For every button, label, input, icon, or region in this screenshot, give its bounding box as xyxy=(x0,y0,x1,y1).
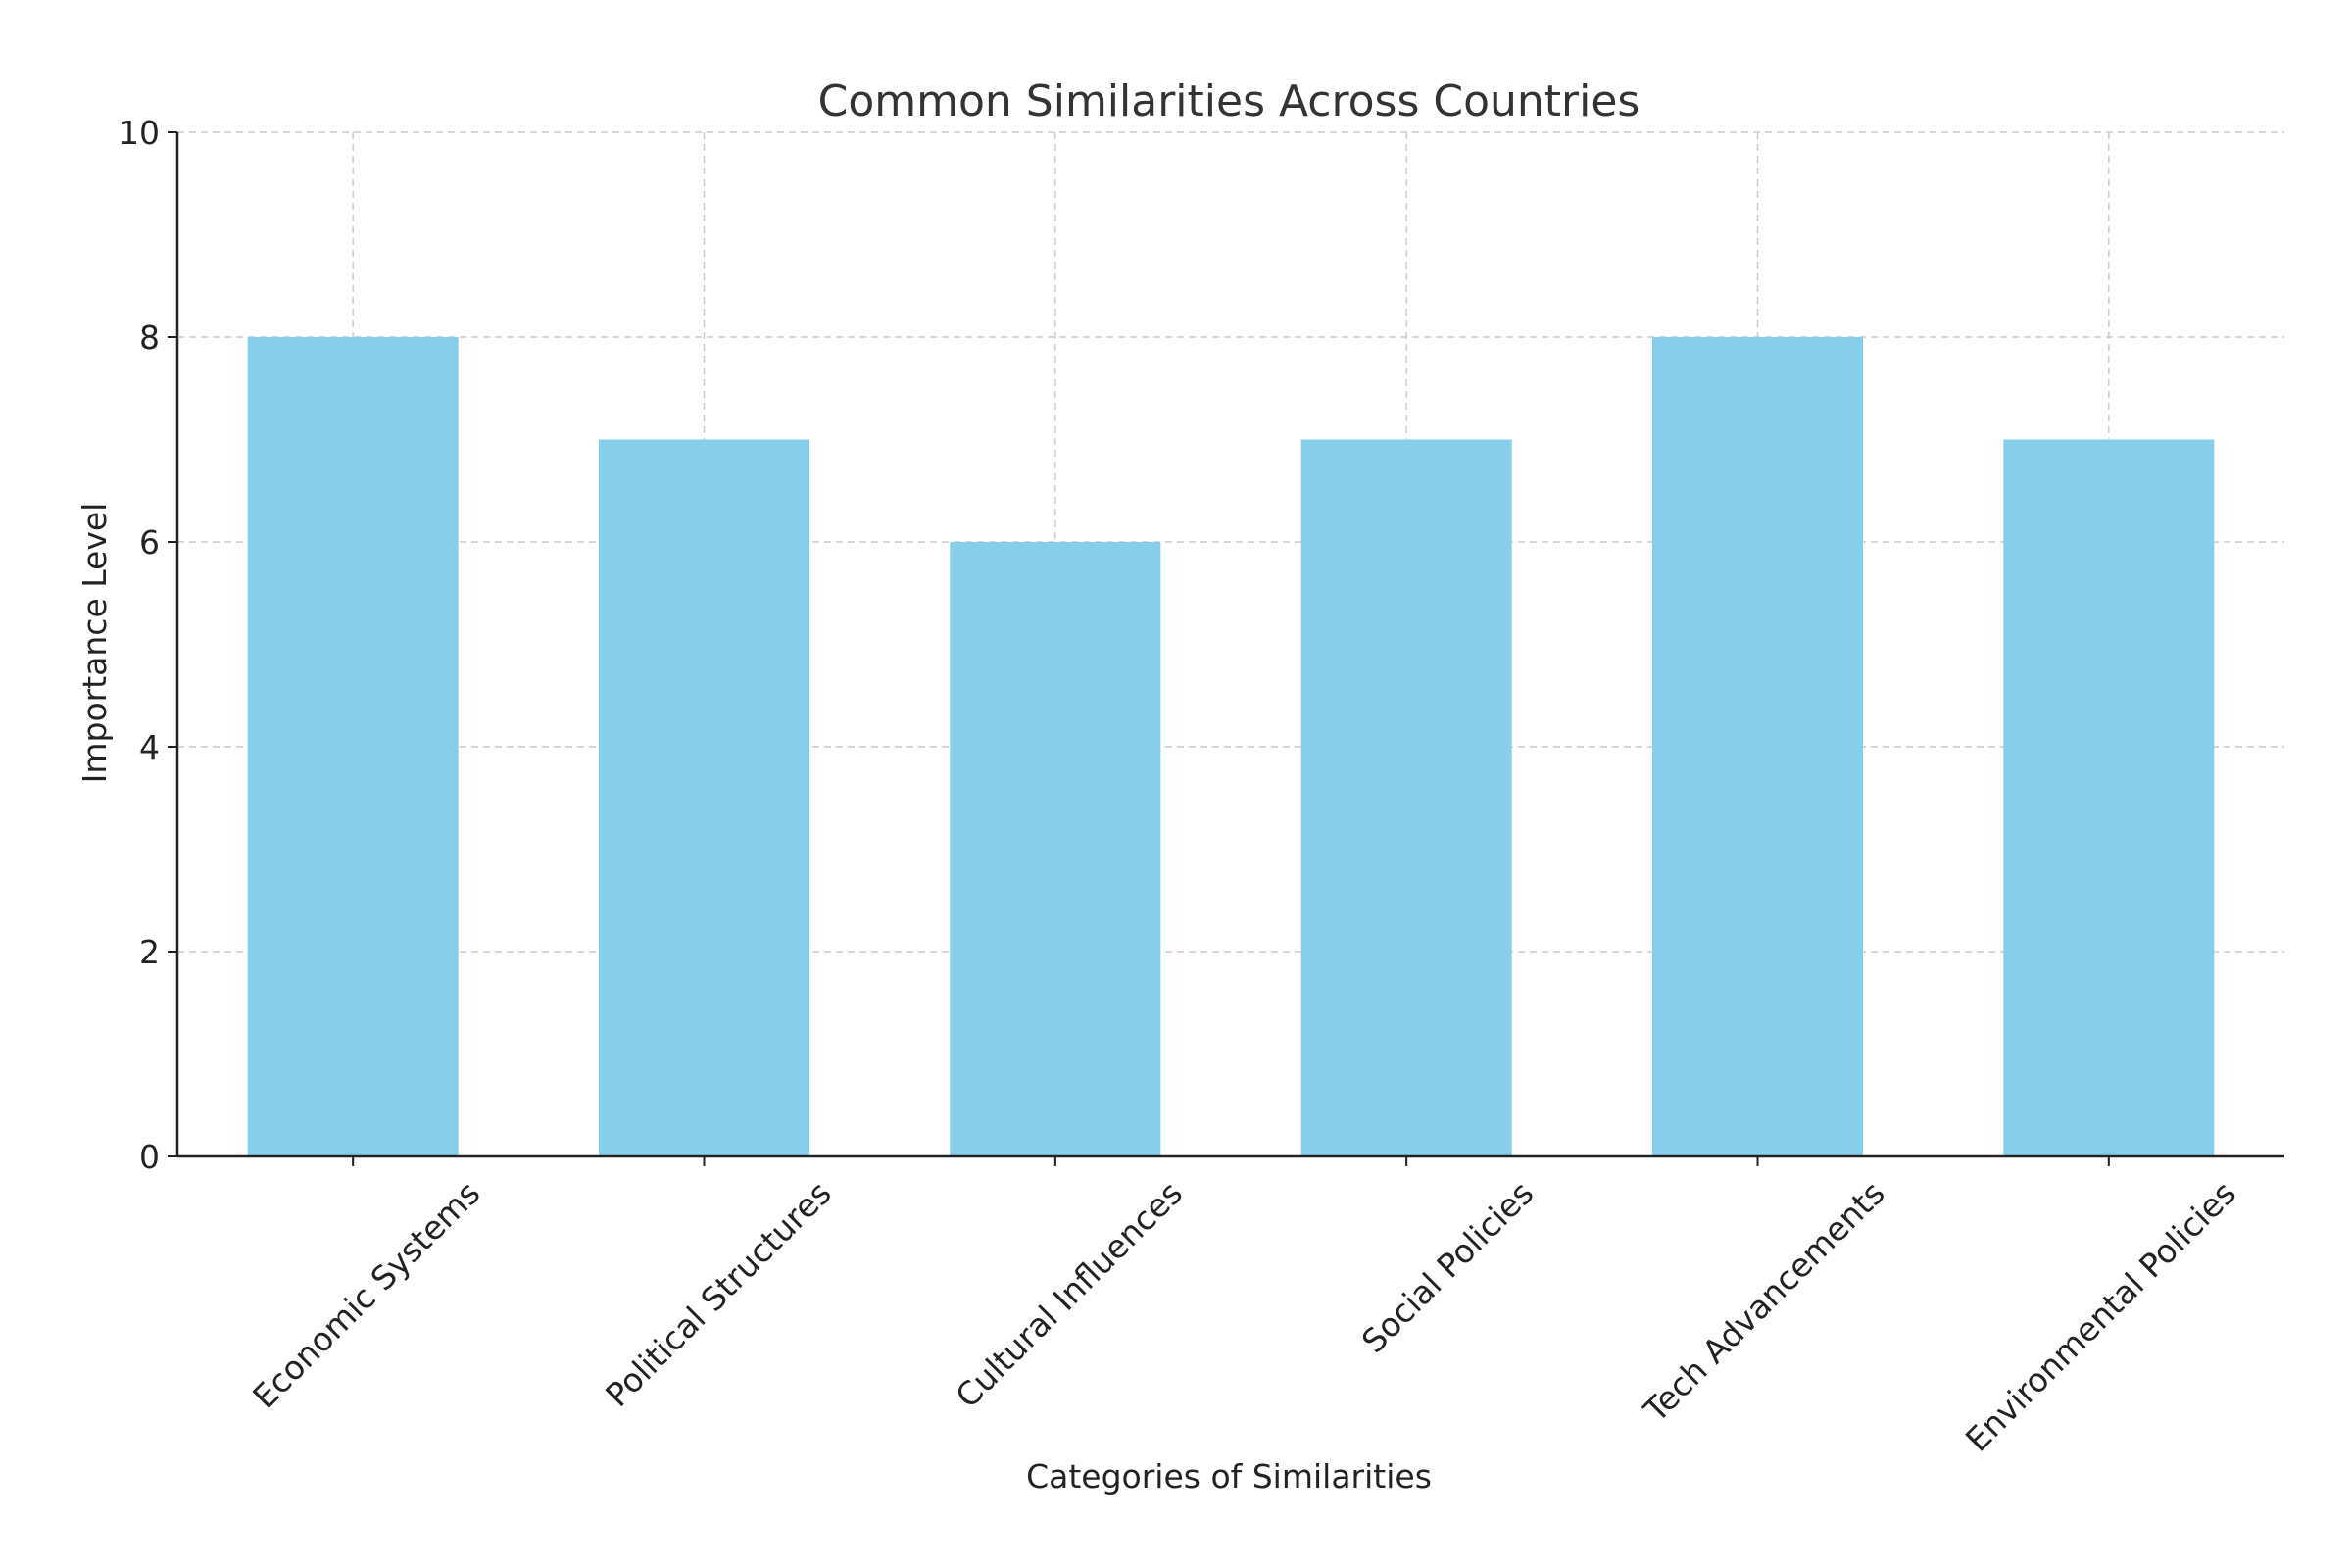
grid-lines xyxy=(177,131,2284,1157)
bar xyxy=(2003,439,2215,1156)
y-tick-label: 8 xyxy=(139,318,160,357)
y-tick-label: 2 xyxy=(139,933,160,971)
bar xyxy=(1652,337,1863,1156)
x-tick-label: Tech Advancements xyxy=(1636,1174,1892,1431)
bar xyxy=(950,542,1161,1156)
x-tick-label: Social Policies xyxy=(1354,1174,1541,1360)
x-axis-label: Categories of Similarities xyxy=(1026,1457,1432,1495)
bar xyxy=(599,439,809,1156)
x-tick-label: Political Structures xyxy=(598,1174,838,1414)
x-tick-label: Economic Systems xyxy=(245,1174,487,1416)
y-tick-label: 4 xyxy=(139,728,160,766)
axes xyxy=(175,132,2284,1158)
chart-title: Common Similarities Across Countries xyxy=(818,76,1641,126)
x-tick-label: Environmental Policies xyxy=(1958,1174,2243,1459)
x-tick-label: Cultural Influences xyxy=(948,1174,1190,1416)
y-tick-label: 0 xyxy=(139,1138,160,1176)
y-tick-label: 10 xyxy=(119,114,160,152)
x-ticks: Economic Systems Political Structures Cult… xyxy=(245,1156,2243,1459)
bar xyxy=(1300,439,1512,1156)
y-tick-label: 6 xyxy=(139,523,160,562)
bar xyxy=(247,337,459,1156)
bars xyxy=(247,337,2215,1156)
y-axis-label: Importance Level xyxy=(75,503,114,784)
y-ticks: 0 2 4 6 8 10 xyxy=(119,114,177,1176)
